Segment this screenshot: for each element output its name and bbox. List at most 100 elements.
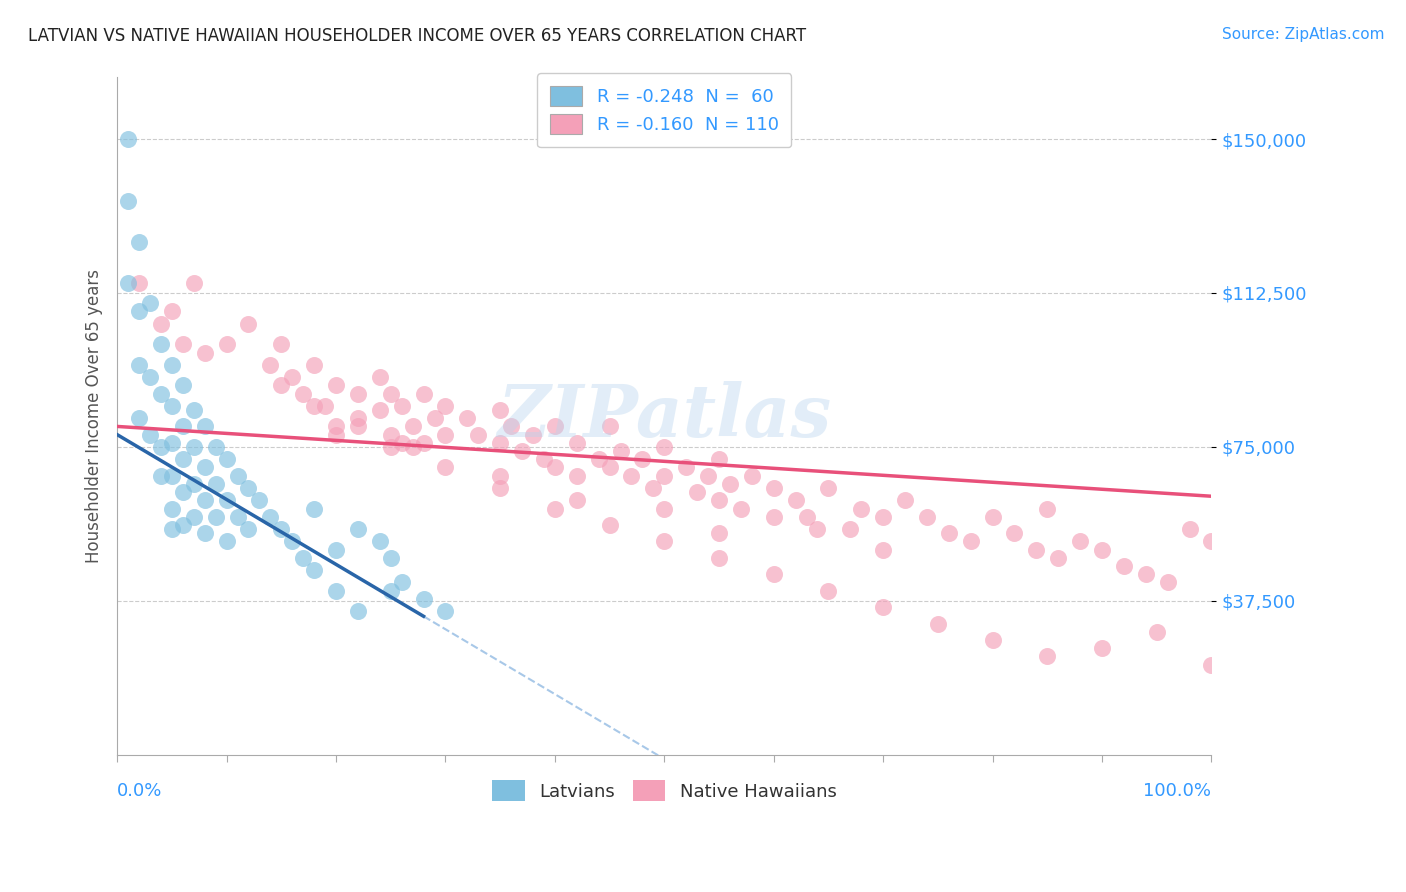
Point xyxy=(872,600,894,615)
Point xyxy=(368,403,391,417)
Point xyxy=(1036,501,1059,516)
Point xyxy=(652,501,675,516)
Point xyxy=(183,403,205,417)
Point xyxy=(1091,641,1114,656)
Point xyxy=(215,337,238,351)
Point xyxy=(599,460,621,475)
Point xyxy=(434,427,457,442)
Point xyxy=(380,550,402,565)
Point xyxy=(172,518,194,533)
Point xyxy=(412,435,434,450)
Point xyxy=(456,411,478,425)
Point xyxy=(368,370,391,384)
Point xyxy=(183,276,205,290)
Point xyxy=(292,550,315,565)
Point xyxy=(194,419,217,434)
Point xyxy=(139,296,162,310)
Point xyxy=(325,378,347,392)
Point xyxy=(423,411,446,425)
Point xyxy=(270,522,292,536)
Point xyxy=(281,534,304,549)
Point xyxy=(215,452,238,467)
Point xyxy=(741,468,763,483)
Legend: Latvians, Native Hawaiians: Latvians, Native Hawaiians xyxy=(479,767,849,814)
Point xyxy=(1025,542,1047,557)
Point xyxy=(467,427,489,442)
Point xyxy=(894,493,917,508)
Point xyxy=(522,427,544,442)
Point xyxy=(588,452,610,467)
Point xyxy=(707,526,730,541)
Point xyxy=(762,481,785,495)
Point xyxy=(238,522,260,536)
Point xyxy=(1146,624,1168,639)
Point xyxy=(149,337,172,351)
Point xyxy=(347,411,370,425)
Point xyxy=(730,501,752,516)
Point xyxy=(1004,526,1026,541)
Point xyxy=(851,501,873,516)
Point xyxy=(128,304,150,318)
Point xyxy=(675,460,697,475)
Point xyxy=(183,440,205,454)
Point xyxy=(204,509,226,524)
Point xyxy=(631,452,654,467)
Point xyxy=(489,403,512,417)
Text: ZIPatlas: ZIPatlas xyxy=(498,381,831,451)
Point xyxy=(1069,534,1091,549)
Point xyxy=(149,386,172,401)
Point xyxy=(325,542,347,557)
Point xyxy=(652,534,675,549)
Point xyxy=(149,317,172,331)
Point xyxy=(609,444,631,458)
Text: 100.0%: 100.0% xyxy=(1143,782,1212,800)
Point xyxy=(565,493,588,508)
Point xyxy=(249,493,271,508)
Point xyxy=(314,399,336,413)
Point xyxy=(347,522,370,536)
Point xyxy=(226,509,249,524)
Point xyxy=(204,477,226,491)
Point xyxy=(160,501,183,516)
Point xyxy=(1047,550,1070,565)
Point xyxy=(565,468,588,483)
Point xyxy=(489,435,512,450)
Point xyxy=(686,485,709,500)
Point xyxy=(927,616,949,631)
Point xyxy=(194,345,217,359)
Point xyxy=(652,468,675,483)
Point xyxy=(215,493,238,508)
Point xyxy=(652,440,675,454)
Point xyxy=(172,485,194,500)
Point xyxy=(117,132,139,146)
Point xyxy=(128,276,150,290)
Point xyxy=(128,358,150,372)
Point xyxy=(172,419,194,434)
Point xyxy=(501,419,523,434)
Point xyxy=(391,435,413,450)
Point xyxy=(707,493,730,508)
Point xyxy=(599,419,621,434)
Point xyxy=(1112,559,1135,574)
Point xyxy=(259,509,281,524)
Point xyxy=(302,501,325,516)
Point xyxy=(194,460,217,475)
Point xyxy=(707,452,730,467)
Point xyxy=(302,358,325,372)
Point xyxy=(510,444,533,458)
Point xyxy=(160,522,183,536)
Point xyxy=(872,542,894,557)
Point xyxy=(172,378,194,392)
Point xyxy=(1201,657,1223,672)
Point xyxy=(270,378,292,392)
Point xyxy=(380,583,402,598)
Point xyxy=(544,460,567,475)
Point xyxy=(172,452,194,467)
Point xyxy=(347,604,370,618)
Point xyxy=(412,591,434,606)
Text: 0.0%: 0.0% xyxy=(117,782,163,800)
Point xyxy=(599,518,621,533)
Point xyxy=(183,477,205,491)
Text: Source: ZipAtlas.com: Source: ZipAtlas.com xyxy=(1222,27,1385,42)
Point xyxy=(401,419,423,434)
